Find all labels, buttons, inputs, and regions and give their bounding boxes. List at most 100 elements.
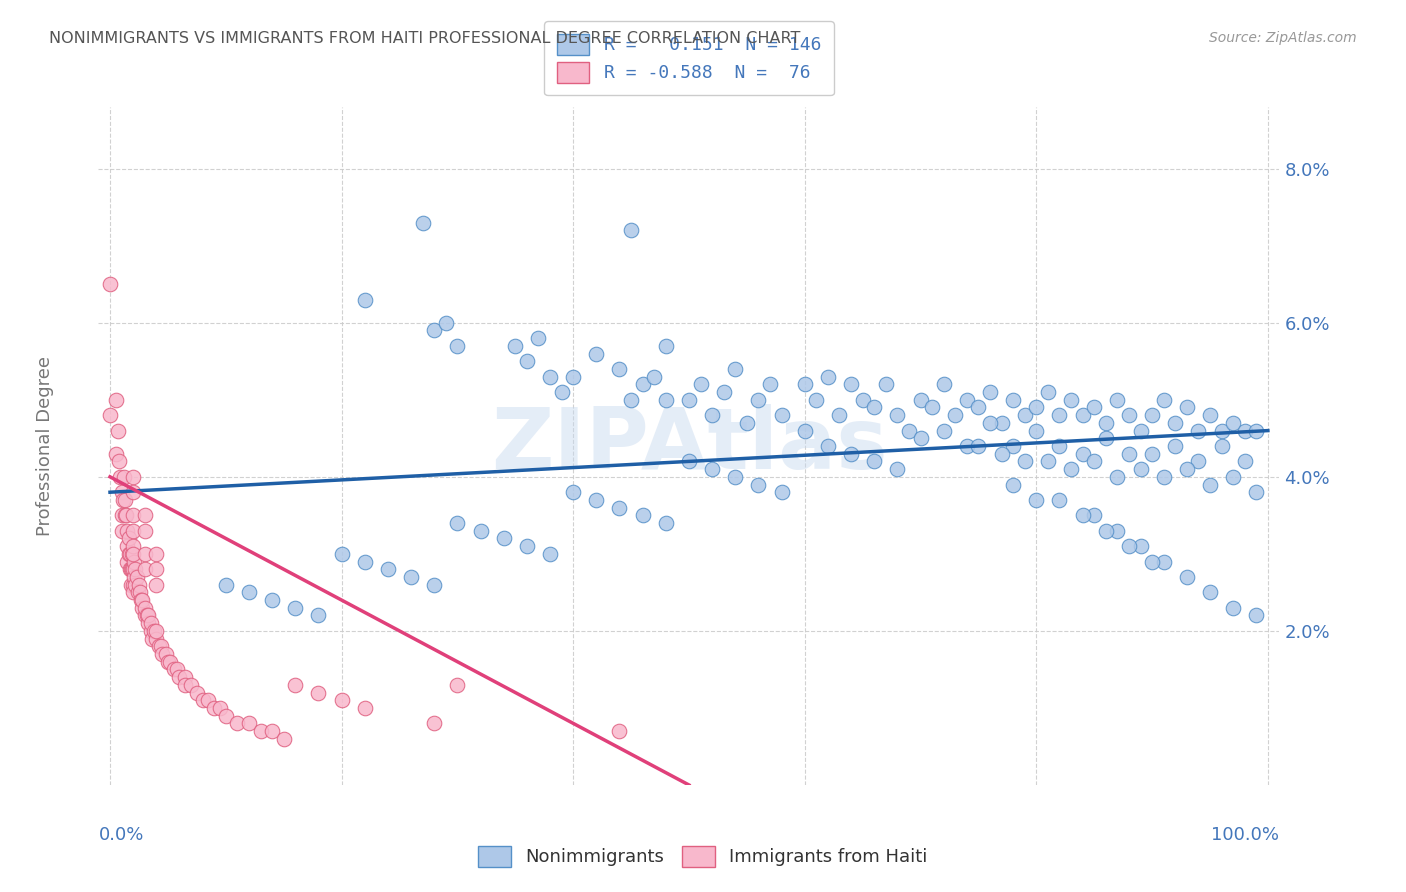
Point [186,685,208,699]
Point [122,562,145,576]
Point [609,362,631,376]
Point [620,223,643,237]
Point [134,508,156,523]
Point [1002,439,1025,453]
Point [174,678,197,692]
Point [1129,539,1152,553]
Point [886,408,908,422]
Point [1211,424,1233,438]
Point [353,293,375,307]
Point [125,570,148,584]
Point [1222,600,1244,615]
Point [724,362,747,376]
Point [191,693,214,707]
Point [111,492,134,507]
Text: NONIMMIGRANTS VS IMMIGRANTS FROM HAITI PROFESSIONAL DEGREE CORRELATION CHART: NONIMMIGRANTS VS IMMIGRANTS FROM HAITI P… [49,31,800,46]
Point [104,447,127,461]
Point [353,555,375,569]
Point [134,524,156,538]
Point [1175,570,1198,584]
Point [110,485,132,500]
Point [128,577,150,591]
Point [330,693,353,707]
Point [932,424,955,438]
Point [700,408,723,422]
Text: Source: ZipAtlas.com: Source: ZipAtlas.com [1209,31,1357,45]
Point [98,408,121,422]
Point [423,716,446,731]
Point [215,708,238,723]
Point [124,570,146,584]
Point [503,339,526,353]
Point [412,216,434,230]
Point [139,616,162,631]
Point [1083,508,1105,523]
Point [516,539,538,553]
Point [215,577,238,591]
Point [1025,401,1047,415]
Point [180,678,202,692]
Point [1107,524,1129,538]
Point [1118,539,1140,553]
Point [1199,408,1222,422]
Point [1246,485,1268,500]
Point [145,547,167,561]
Text: 100.0%: 100.0% [1212,826,1279,844]
Point [155,647,177,661]
Point [122,485,145,500]
Point [1014,408,1036,422]
Text: 0.0%: 0.0% [98,826,143,844]
Point [136,616,159,631]
Point [747,392,769,407]
Point [1233,424,1256,438]
Point [897,424,920,438]
Point [655,392,678,407]
Point [122,577,145,591]
Point [134,562,156,576]
Point [114,508,136,523]
Point [134,600,156,615]
Point [112,470,135,484]
Point [793,377,815,392]
Point [863,454,886,468]
Point [609,724,631,739]
Point [197,693,219,707]
Point [110,524,132,538]
Point [770,408,793,422]
Point [1187,454,1209,468]
Point [550,385,572,400]
Point [1153,555,1175,569]
Point [979,416,1001,430]
Point [1175,401,1198,415]
Point [98,277,121,292]
Point [956,392,979,407]
Point [273,731,295,746]
Point [124,555,146,569]
Point [678,454,700,468]
Point [159,655,181,669]
Point [1002,392,1025,407]
Point [1246,424,1268,438]
Point [104,392,127,407]
Point [1060,392,1083,407]
Point [1129,424,1152,438]
Point [562,485,585,500]
Point [643,369,665,384]
Point [979,385,1001,400]
Point [1049,439,1071,453]
Point [1025,492,1047,507]
Point [967,401,990,415]
Point [174,670,197,684]
Point [143,624,166,638]
Point [1187,424,1209,438]
Point [423,577,446,591]
Point [134,608,156,623]
Point [516,354,538,368]
Point [136,608,159,623]
Point [1107,470,1129,484]
Point [1094,416,1116,430]
Point [1071,408,1094,422]
Point [118,547,141,561]
Point [262,593,284,607]
Point [1199,477,1222,491]
